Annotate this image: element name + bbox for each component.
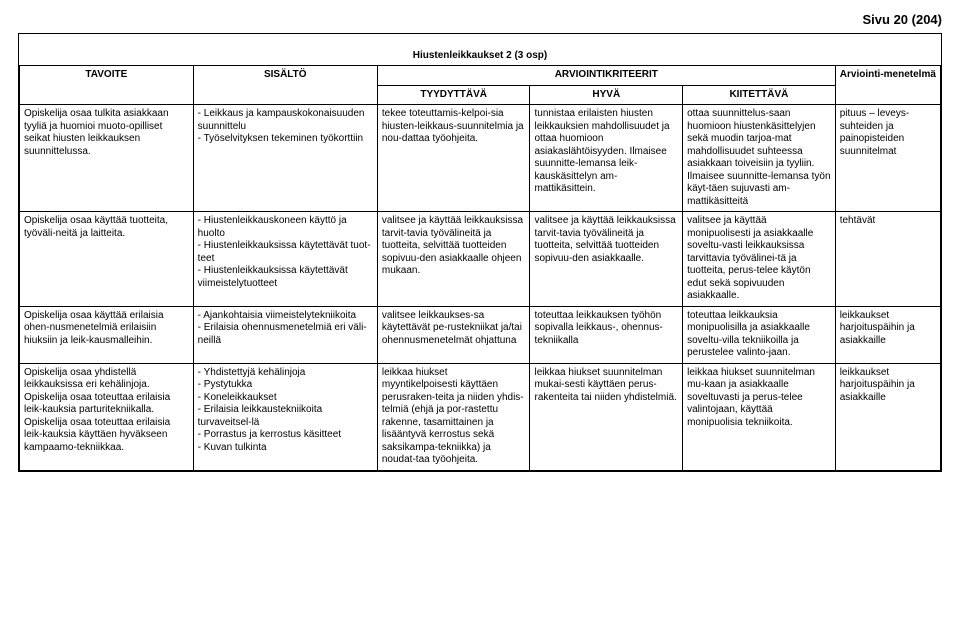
cell-kiitettava: toteuttaa leikkauksia monipuolisilla ja … (683, 306, 836, 363)
table-row: Opiskelija osaa käyttää tuotteita, työvä… (20, 212, 941, 307)
header-kiitettava: KIITETTÄVÄ (683, 85, 836, 105)
module-title-row: Hiustenleikkaukset 2 (3 osp) (20, 34, 941, 66)
table-row: Opiskelija osaa yhdistellä leikkauksissa… (20, 363, 941, 470)
header-row-1: TAVOITE SISÄLTÖ ARVIOINTIKRITEERIT Arvio… (20, 66, 941, 86)
cell-sisalto: - Ajankohtaisia viimeistelytekniikoita- … (193, 306, 377, 363)
cell-arviointi: leikkaukset harjoituspäihin ja asiakkail… (835, 306, 940, 363)
table-row: Opiskelija osaa tulkita asiakkaan tyyliä… (20, 105, 941, 212)
cell-hyva: valitsee ja käyttää leikkauksissa tarvit… (530, 212, 683, 307)
cell-tyydyttava: leikkaa hiukset myyntikelpoisesti käyttä… (377, 363, 530, 470)
cell-tavoite: Opiskelija osaa tulkita asiakkaan tyyliä… (20, 105, 194, 212)
cell-arviointi: pituus – leveys-suhteiden ja painopistei… (835, 105, 940, 212)
cell-tyydyttava: valitsee ja käyttää leikkauksissa tarvit… (377, 212, 530, 307)
header-tavoite: TAVOITE (20, 66, 194, 105)
header-hyva: HYVÄ (530, 85, 683, 105)
cell-sisalto: - Yhdistettyjä kehälinjoja- Pystytukka- … (193, 363, 377, 470)
cell-tavoite: Opiskelija osaa käyttää erilaisia ohen-n… (20, 306, 194, 363)
cell-tavoite: Opiskelija osaa käyttää tuotteita, työvä… (20, 212, 194, 307)
header-arviointimenetelma: Arviointi-menetelmä (835, 66, 940, 105)
cell-arviointi: leikkaukset harjoituspäihin ja asiakkail… (835, 363, 940, 470)
table-row: Opiskelija osaa käyttää erilaisia ohen-n… (20, 306, 941, 363)
header-tyydyttava: TYYDYTTÄVÄ (377, 85, 530, 105)
cell-tyydyttava: valitsee leikkaukses-sa käytettävät pe-r… (377, 306, 530, 363)
cell-hyva: leikkaa hiukset suunnitelman mukai-sesti… (530, 363, 683, 470)
module-table: Hiustenleikkaukset 2 (3 osp) TAVOITE SIS… (19, 34, 941, 471)
header-arviointikriteerit: ARVIOINTIKRITEERIT (377, 66, 835, 86)
cell-hyva: toteuttaa leikkauksen työhön sopivalla l… (530, 306, 683, 363)
cell-arviointi: tehtävät (835, 212, 940, 307)
cell-tavoite: Opiskelija osaa yhdistellä leikkauksissa… (20, 363, 194, 470)
header-sisalto: SISÄLTÖ (193, 66, 377, 105)
module-table-wrapper: Hiustenleikkaukset 2 (3 osp) TAVOITE SIS… (18, 33, 942, 472)
cell-kiitettava: leikkaa hiukset suunnitelman mu-kaan ja … (683, 363, 836, 470)
cell-sisalto: - Leikkaus ja kampauskokonaisuuden suunn… (193, 105, 377, 212)
cell-kiitettava: ottaa suunnittelus-saan huomioon hiusten… (683, 105, 836, 212)
cell-hyva: tunnistaa erilaisten hiusten leikkauksie… (530, 105, 683, 212)
cell-sisalto: - Hiustenleikkauskoneen käyttö ja huolto… (193, 212, 377, 307)
cell-kiitettava: valitsee ja käyttää monipuolisesti ja as… (683, 212, 836, 307)
page-number: Sivu 20 (204) (18, 12, 942, 27)
cell-tyydyttava: tekee toteuttamis-kelpoi-sia hiusten-lei… (377, 105, 530, 212)
